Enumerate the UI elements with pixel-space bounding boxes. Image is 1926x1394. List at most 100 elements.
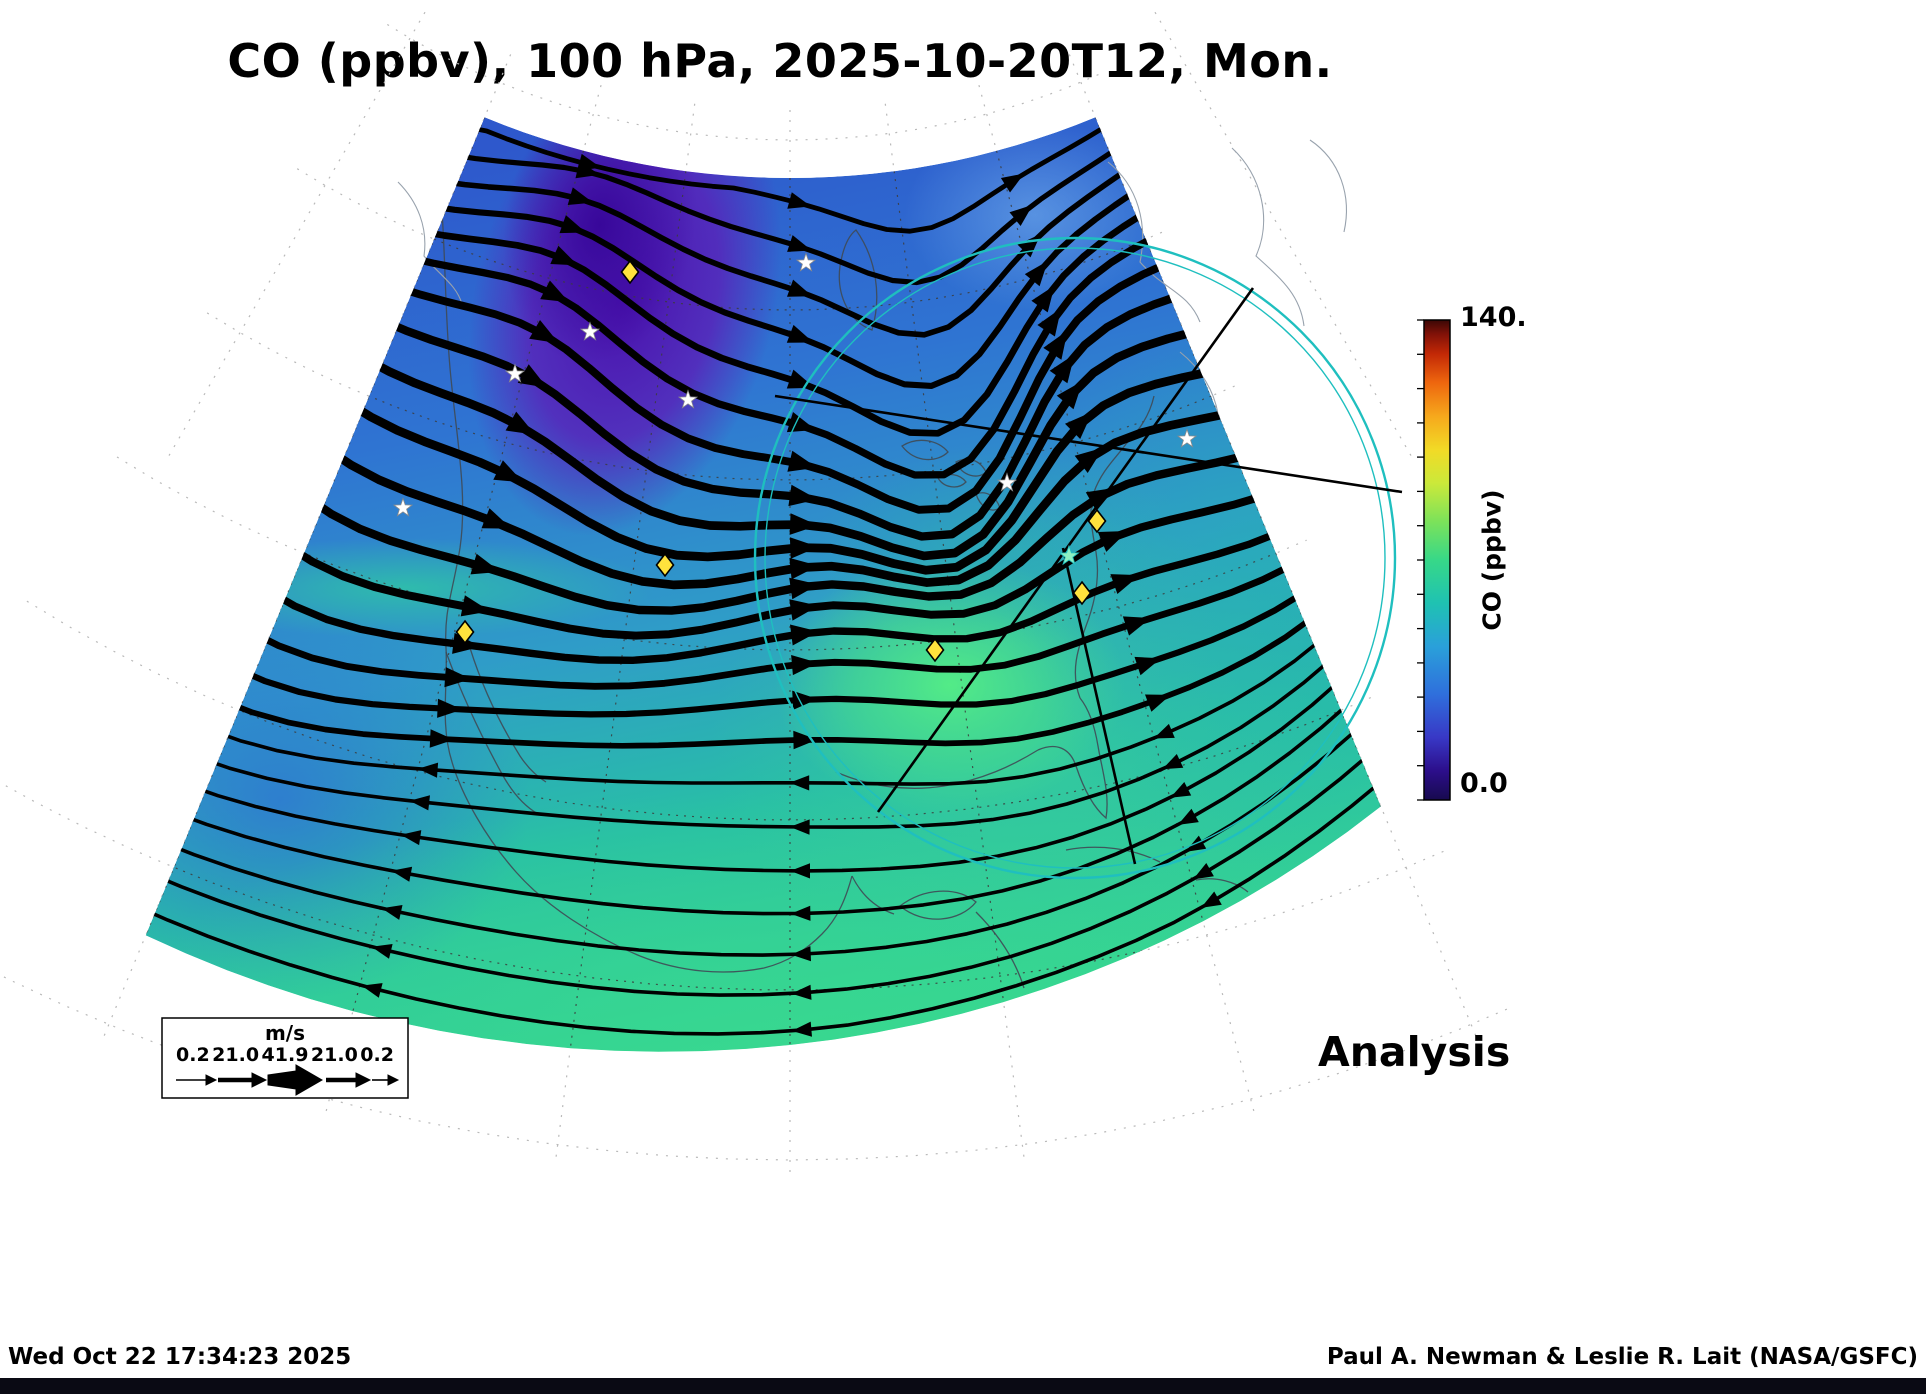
graticule-meridian (1068, 54, 1480, 1044)
coastline (437, 167, 641, 957)
credit-text: Paul A. Newman & Leslie R. Lait (NASA/GS… (1326, 1344, 1918, 1370)
city-star-marker (579, 321, 601, 341)
streamline-arrow (361, 983, 383, 998)
streamline-arrow (1134, 656, 1162, 676)
streamline-arrow (381, 905, 403, 920)
coastline-outside (1107, 161, 1201, 323)
cross-section-line (1061, 547, 1137, 865)
cross-section-line (774, 394, 1403, 494)
streamline-arrow (786, 324, 814, 343)
wind-streamlines (145, 123, 1381, 1037)
graticule-meridian (995, 150, 1204, 922)
streamline-arrow (791, 984, 812, 1000)
streamline-arrow (1177, 808, 1199, 825)
streamline-arrow (1153, 723, 1175, 739)
wind-legend-value-4: 21.0 (310, 1044, 358, 1066)
coastline (1037, 697, 1108, 820)
streamline-arrow (1110, 574, 1140, 594)
wind-legend-value-3: 41.9 (261, 1044, 309, 1066)
coastline (1074, 443, 1127, 699)
streamline-arrow (529, 320, 559, 344)
coastline (1195, 878, 1249, 893)
colorbar-axis-label: CO (ppbv) (1477, 489, 1507, 631)
streamline-arrow (789, 513, 818, 535)
wind-legend-values: 0.2 21.0 41.9 21.0 0.2 (162, 1044, 408, 1066)
streamline-arrow (790, 905, 811, 921)
streamline-arrow (787, 279, 813, 297)
streamline-arrow (391, 866, 413, 882)
arrow-head-small-2 (387, 1074, 400, 1086)
coastline (851, 875, 895, 915)
graticule-parallel (386, 23, 1100, 141)
coastline-outside (1179, 351, 1219, 415)
streamline-arrow (470, 553, 501, 575)
streamline-arrow (575, 161, 600, 179)
streamline-arrow (787, 450, 817, 472)
streamline-arrow (1000, 173, 1025, 193)
wind-legend-value-5: 0.2 (360, 1044, 394, 1066)
overlay-markers (392, 236, 1403, 880)
arrow-head-medium (251, 1072, 268, 1088)
streamline-arrow (1043, 330, 1068, 360)
station-diamond-marker (620, 259, 640, 285)
streamline-arrow (1037, 308, 1062, 337)
streamline-arrow (1170, 782, 1192, 798)
station-diamond-marker (1072, 580, 1092, 606)
coastline-outside (1231, 147, 1305, 327)
arrow-head-small (205, 1074, 218, 1086)
streamline-arrow (444, 667, 472, 688)
city-star-marker (996, 472, 1018, 492)
streamline-arrow (1162, 754, 1184, 770)
streamline-arrow (787, 235, 812, 252)
colorbar-gradient (1423, 319, 1451, 801)
streamline-arrow (1049, 354, 1075, 384)
coastline-outside (397, 181, 463, 305)
wind-speed-legend (161, 1017, 409, 1099)
generation-timestamp: Wed Oct 22 17:34:23 2025 (8, 1344, 352, 1370)
streamline-arrow (429, 729, 454, 748)
streamline-arrow (1009, 204, 1033, 226)
streamline-arrow (559, 215, 586, 234)
colorbar-max-label: 140. (1460, 302, 1527, 333)
bottom-black-bar (0, 1378, 1926, 1394)
streamline-arrow (789, 599, 819, 621)
chart-title: CO (ppbv), 100 hPa, 2025-10-20T12, Mon. (227, 34, 1333, 88)
streamline-arrow (792, 690, 818, 710)
streamline-arrow (791, 1021, 812, 1037)
streamline-arrow (788, 484, 818, 507)
streamline-arrow (517, 364, 548, 388)
streamline-arrow (371, 944, 393, 959)
circle-center-star-marker (1058, 544, 1080, 566)
wind-legend-arrows (176, 1064, 400, 1096)
cross-section-line (876, 287, 1255, 813)
station-diamond-marker (1087, 508, 1107, 534)
streamline-arrow (789, 557, 819, 580)
analysis-label: Analysis (1318, 1028, 1511, 1076)
streamline-arrow (787, 192, 811, 209)
station-diamond-marker (655, 552, 675, 578)
graticule-parallel (0, 781, 1446, 991)
city-star-marker (677, 389, 699, 409)
graticule-meridian (145, 117, 486, 936)
streamline-arrow (790, 624, 819, 646)
city-star-marker (1176, 428, 1198, 448)
streamline-arrow (437, 698, 463, 718)
streamline-arrow (1024, 261, 1048, 287)
graticule-parallel (296, 168, 1169, 311)
streamline-arrow (1056, 380, 1083, 410)
streamline-arrow (567, 187, 593, 205)
colorbar (1417, 319, 1451, 801)
streamline-arrow (790, 863, 810, 879)
wind-legend-value-2: 21.0 (212, 1044, 260, 1066)
wind-legend-units-label: m/s (264, 1021, 306, 1045)
station-diamond-marker (925, 637, 945, 663)
streamline-arrow (1201, 891, 1222, 908)
streamline-arrow (409, 795, 430, 811)
streamline-arrow (540, 280, 570, 303)
streamline-arrow (793, 730, 818, 750)
streamline-arrow (789, 775, 810, 791)
coastline-outside (1309, 139, 1347, 233)
streamline-arrow (791, 946, 811, 962)
graticule-meridian (978, 84, 1257, 1119)
